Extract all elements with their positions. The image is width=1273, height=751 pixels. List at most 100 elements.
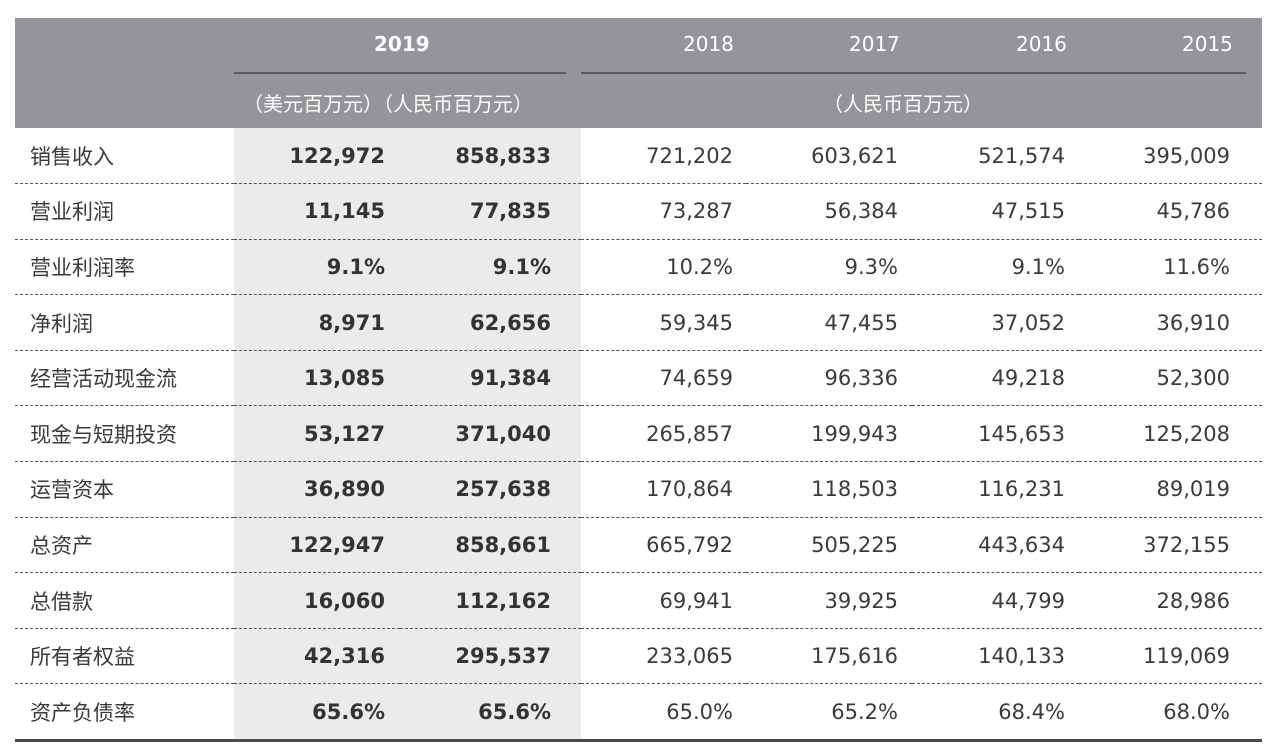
table-cell: 116,231 [912, 461, 1079, 518]
row-label: 现金与短期投资 [15, 405, 234, 462]
table-cell: 52,300 [1079, 349, 1262, 406]
table-cell: 62,656 [400, 294, 581, 351]
table-header: 2019 2018 2017 2016 2015 （美元百万元）（人民币百万元）… [15, 18, 1262, 128]
table-cell: 140,133 [912, 627, 1079, 684]
table-cell: 122,972 [289, 143, 385, 168]
table-cell: 721,202 [646, 143, 733, 168]
table-cell: 36,890 [234, 461, 400, 518]
table-row: 营业利润 11,145 77,835 73,287 56,384 47,515 45,786 [15, 183, 1262, 240]
table-cell: 16,060 [234, 572, 400, 629]
table-cell: 9.1% [234, 238, 400, 295]
table-cell: 295,537 [400, 627, 581, 684]
table-cell: 175,616 [746, 627, 912, 684]
year-2018: 2018 [683, 32, 734, 56]
row-label: 资产负债率 [15, 683, 234, 740]
table-row: 净利润 8,971 62,656 59,345 47,455 37,052 36,910 [15, 294, 1262, 351]
row-label: 销售收入 [30, 144, 114, 169]
table-row: 销售收入 122,972 858,833 721,202 603,621 521,574 3… [15, 128, 1262, 184]
table-cell: 265,857 [581, 405, 746, 462]
table-cell: 37,052 [912, 294, 1079, 351]
table-cell: 49,218 [912, 349, 1079, 406]
table-cell: 858,661 [400, 516, 581, 573]
table-cell: 119,069 [1079, 627, 1262, 684]
header-rule-2019 [234, 72, 566, 74]
table-row: 现金与短期投资 53,127 371,040 265,857 199,943 145,65… [15, 405, 1262, 462]
row-label: 总借款 [15, 572, 234, 629]
table-cell: 45,786 [1079, 183, 1262, 240]
row-label: 营业利润 [15, 183, 234, 240]
table-cell: 9.1% [400, 238, 581, 295]
year-2015: 2015 [1182, 32, 1233, 56]
unit-label-2019: （美元百万元）（人民币百万元） [243, 92, 533, 116]
table-cell: 47,455 [746, 294, 912, 351]
table-cell: 233,065 [581, 627, 746, 684]
table-cell: 36,910 [1079, 294, 1262, 351]
table-cell: 603,621 [811, 143, 898, 168]
table-cell: 56,384 [746, 183, 912, 240]
table-cell: 68.0% [1079, 683, 1262, 740]
data-table: 销售收入 122,972 858,833 721,202 603,621 521,574 3… [15, 128, 1262, 740]
table-cell: 77,835 [400, 183, 581, 240]
table-cell: 89,019 [1079, 461, 1262, 518]
table-bottom-rule [15, 739, 1262, 742]
table-cell: 372,155 [1079, 516, 1262, 573]
table-cell: 505,225 [746, 516, 912, 573]
table-cell: 9.3% [746, 238, 912, 295]
table-row: 运营资本 36,890 257,638 170,864 118,503 116,231 89… [15, 461, 1262, 518]
table-cell: 68.4% [912, 683, 1079, 740]
table-cell: 96,336 [746, 349, 912, 406]
row-label: 所有者权益 [15, 627, 234, 684]
row-label: 总资产 [15, 516, 234, 573]
table-cell: 65.2% [746, 683, 912, 740]
table-cell: 199,943 [746, 405, 912, 462]
table-cell: 9.1% [912, 238, 1079, 295]
table-row: 营业利润率 9.1% 9.1% 10.2% 9.3% 9.1% 11.6% [15, 238, 1262, 295]
table-cell: 122,947 [234, 516, 400, 573]
table-cell: 257,638 [400, 461, 581, 518]
table-cell: 74,659 [581, 349, 746, 406]
table-cell: 665,792 [581, 516, 746, 573]
table-cell: 125,208 [1079, 405, 1262, 462]
table-row: 所有者权益 42,316 295,537 233,065 175,616 140,133 1… [15, 627, 1262, 684]
row-label: 经营活动现金流 [15, 349, 234, 406]
unit-label-prior: （人民币百万元） [823, 92, 983, 116]
row-label: 净利润 [15, 294, 234, 351]
table-cell: 118,503 [746, 461, 912, 518]
table-cell: 858,833 [455, 143, 551, 168]
table-cell: 170,864 [581, 461, 746, 518]
table-row: 经营活动现金流 13,085 91,384 74,659 96,336 49,218 52,… [15, 349, 1262, 406]
table-row: 总资产 122,947 858,661 665,792 505,225 443,634 37… [15, 516, 1262, 573]
row-label: 运营资本 [15, 461, 234, 518]
table-cell: 69,941 [581, 572, 746, 629]
table-cell: 443,634 [912, 516, 1079, 573]
table-row: 总借款 16,060 112,162 69,941 39,925 44,799 28,986 [15, 572, 1262, 629]
table-cell: 65.6% [400, 683, 581, 740]
table-cell: 371,040 [400, 405, 581, 462]
table-cell: 65.0% [581, 683, 746, 740]
year-2017: 2017 [849, 32, 900, 56]
table-cell: 8,971 [234, 294, 400, 351]
table-row: 资产负债率 65.6% 65.6% 65.0% 65.2% 68.4% 68.0% [15, 683, 1262, 740]
table-cell: 28,986 [1079, 572, 1262, 629]
table-cell: 59,345 [581, 294, 746, 351]
table-cell: 10.2% [581, 238, 746, 295]
table-cell: 42,316 [234, 627, 400, 684]
table-cell: 47,515 [912, 183, 1079, 240]
table-cell: 65.6% [234, 683, 400, 740]
table-cell: 521,574 [978, 143, 1065, 168]
table-cell: 145,653 [912, 405, 1079, 462]
table-cell: 112,162 [400, 572, 581, 629]
header-rule-prior [581, 72, 1246, 74]
table-cell: 44,799 [912, 572, 1079, 629]
financial-summary-table: 2019 2018 2017 2016 2015 （美元百万元）（人民币百万元）… [15, 18, 1262, 742]
table-cell: 91,384 [400, 349, 581, 406]
table-cell: 395,009 [1143, 143, 1230, 168]
table-cell: 53,127 [234, 405, 400, 462]
table-cell: 39,925 [746, 572, 912, 629]
table-cell: 13,085 [234, 349, 400, 406]
year-2019: 2019 [374, 32, 430, 56]
table-cell: 73,287 [581, 183, 746, 240]
row-label: 营业利润率 [15, 238, 234, 295]
year-2016: 2016 [1016, 32, 1067, 56]
table-cell: 11,145 [234, 183, 400, 240]
